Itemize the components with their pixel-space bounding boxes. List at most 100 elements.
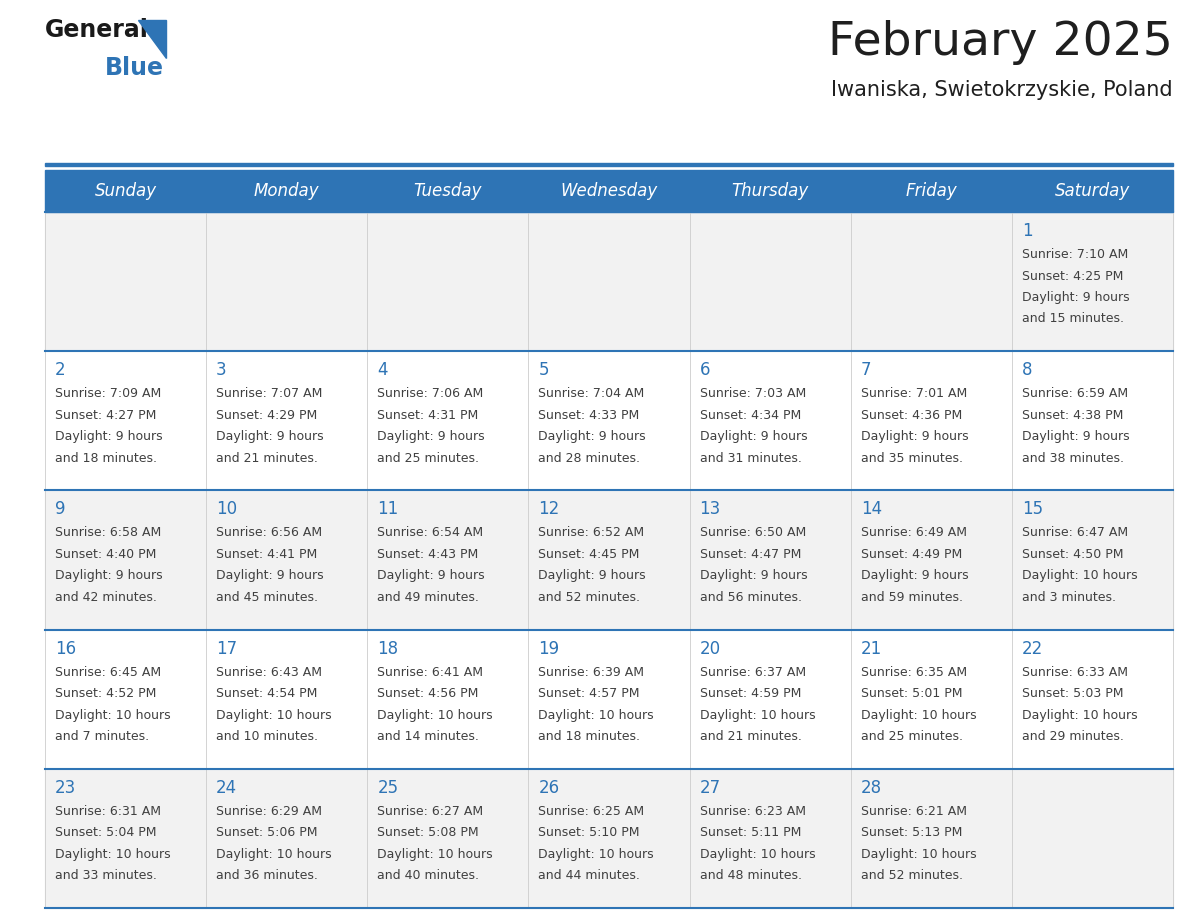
- Text: Daylight: 9 hours: Daylight: 9 hours: [861, 431, 968, 443]
- Text: Daylight: 9 hours: Daylight: 9 hours: [538, 431, 646, 443]
- Text: Daylight: 10 hours: Daylight: 10 hours: [861, 848, 977, 861]
- Text: Sunset: 4:27 PM: Sunset: 4:27 PM: [55, 409, 157, 421]
- Text: Daylight: 10 hours: Daylight: 10 hours: [55, 848, 171, 861]
- Text: Sunrise: 6:39 AM: Sunrise: 6:39 AM: [538, 666, 644, 678]
- Text: Sunset: 4:59 PM: Sunset: 4:59 PM: [700, 687, 801, 700]
- Text: Iwaniska, Swietokrzyskie, Poland: Iwaniska, Swietokrzyskie, Poland: [832, 80, 1173, 100]
- Text: and 18 minutes.: and 18 minutes.: [538, 730, 640, 743]
- Text: Sunrise: 7:06 AM: Sunrise: 7:06 AM: [378, 387, 484, 400]
- Text: Daylight: 9 hours: Daylight: 9 hours: [700, 431, 807, 443]
- Polygon shape: [138, 20, 166, 58]
- Text: and 56 minutes.: and 56 minutes.: [700, 591, 802, 604]
- Text: 16: 16: [55, 640, 76, 657]
- Text: Tuesday: Tuesday: [413, 182, 482, 200]
- Text: Wednesday: Wednesday: [561, 182, 658, 200]
- Text: and 35 minutes.: and 35 minutes.: [861, 452, 962, 465]
- Text: Sunset: 5:11 PM: Sunset: 5:11 PM: [700, 826, 801, 839]
- Text: and 31 minutes.: and 31 minutes.: [700, 452, 802, 465]
- Text: Sunset: 4:50 PM: Sunset: 4:50 PM: [1022, 548, 1124, 561]
- Text: Daylight: 9 hours: Daylight: 9 hours: [1022, 431, 1130, 443]
- Text: Sunset: 5:10 PM: Sunset: 5:10 PM: [538, 826, 640, 839]
- Text: and 28 minutes.: and 28 minutes.: [538, 452, 640, 465]
- Text: Sunrise: 6:27 AM: Sunrise: 6:27 AM: [378, 805, 484, 818]
- Text: Daylight: 9 hours: Daylight: 9 hours: [861, 569, 968, 582]
- Text: and 59 minutes.: and 59 minutes.: [861, 591, 962, 604]
- Text: 15: 15: [1022, 500, 1043, 519]
- Text: Sunset: 4:47 PM: Sunset: 4:47 PM: [700, 548, 801, 561]
- Text: Sunset: 4:57 PM: Sunset: 4:57 PM: [538, 687, 640, 700]
- Text: Sunset: 5:04 PM: Sunset: 5:04 PM: [55, 826, 157, 839]
- Text: Sunrise: 6:50 AM: Sunrise: 6:50 AM: [700, 526, 805, 540]
- Text: 14: 14: [861, 500, 881, 519]
- Text: February 2025: February 2025: [828, 20, 1173, 65]
- Text: and 49 minutes.: and 49 minutes.: [378, 591, 479, 604]
- Text: 19: 19: [538, 640, 560, 657]
- Bar: [45, 212, 1173, 352]
- Text: Daylight: 10 hours: Daylight: 10 hours: [538, 848, 655, 861]
- Text: 22: 22: [1022, 640, 1043, 657]
- Text: Sunrise: 6:59 AM: Sunrise: 6:59 AM: [1022, 387, 1127, 400]
- Text: Daylight: 10 hours: Daylight: 10 hours: [1022, 709, 1137, 722]
- Text: Sunrise: 7:01 AM: Sunrise: 7:01 AM: [861, 387, 967, 400]
- Text: and 25 minutes.: and 25 minutes.: [378, 452, 479, 465]
- Text: 8: 8: [1022, 361, 1032, 379]
- Text: and 7 minutes.: and 7 minutes.: [55, 730, 150, 743]
- Text: and 10 minutes.: and 10 minutes.: [216, 730, 318, 743]
- Text: and 14 minutes.: and 14 minutes.: [378, 730, 479, 743]
- Text: Daylight: 9 hours: Daylight: 9 hours: [1022, 291, 1130, 304]
- Text: Friday: Friday: [905, 182, 958, 200]
- Text: Daylight: 10 hours: Daylight: 10 hours: [378, 848, 493, 861]
- Text: 12: 12: [538, 500, 560, 519]
- Text: Daylight: 10 hours: Daylight: 10 hours: [216, 709, 331, 722]
- Text: Sunset: 4:34 PM: Sunset: 4:34 PM: [700, 409, 801, 421]
- Text: Daylight: 10 hours: Daylight: 10 hours: [1022, 569, 1137, 582]
- Text: and 38 minutes.: and 38 minutes.: [1022, 452, 1124, 465]
- Text: 13: 13: [700, 500, 721, 519]
- Text: Daylight: 9 hours: Daylight: 9 hours: [55, 569, 163, 582]
- Bar: [45, 490, 1173, 630]
- Text: and 44 minutes.: and 44 minutes.: [538, 869, 640, 882]
- Text: Sunset: 4:41 PM: Sunset: 4:41 PM: [216, 548, 317, 561]
- Text: 10: 10: [216, 500, 238, 519]
- Text: Sunrise: 7:10 AM: Sunrise: 7:10 AM: [1022, 248, 1129, 261]
- Text: and 3 minutes.: and 3 minutes.: [1022, 591, 1116, 604]
- Text: 18: 18: [378, 640, 398, 657]
- Text: and 33 minutes.: and 33 minutes.: [55, 869, 157, 882]
- Text: 27: 27: [700, 778, 721, 797]
- Text: Sunrise: 6:29 AM: Sunrise: 6:29 AM: [216, 805, 322, 818]
- Text: Sunset: 5:08 PM: Sunset: 5:08 PM: [378, 826, 479, 839]
- Text: Daylight: 9 hours: Daylight: 9 hours: [378, 431, 485, 443]
- Text: Daylight: 9 hours: Daylight: 9 hours: [538, 569, 646, 582]
- Text: Blue: Blue: [105, 56, 164, 80]
- Bar: [45, 162, 1173, 166]
- Text: Daylight: 10 hours: Daylight: 10 hours: [861, 709, 977, 722]
- Text: Sunset: 5:13 PM: Sunset: 5:13 PM: [861, 826, 962, 839]
- Text: 7: 7: [861, 361, 871, 379]
- Text: Sunset: 4:52 PM: Sunset: 4:52 PM: [55, 687, 157, 700]
- Text: Daylight: 9 hours: Daylight: 9 hours: [216, 569, 324, 582]
- Text: and 15 minutes.: and 15 minutes.: [1022, 312, 1124, 326]
- Text: Saturday: Saturday: [1055, 182, 1130, 200]
- Text: 4: 4: [378, 361, 387, 379]
- Text: Sunset: 5:06 PM: Sunset: 5:06 PM: [216, 826, 317, 839]
- Text: Sunrise: 6:58 AM: Sunrise: 6:58 AM: [55, 526, 162, 540]
- Text: 2: 2: [55, 361, 65, 379]
- Text: Sunrise: 6:21 AM: Sunrise: 6:21 AM: [861, 805, 967, 818]
- Text: and 18 minutes.: and 18 minutes.: [55, 452, 157, 465]
- Text: and 21 minutes.: and 21 minutes.: [700, 730, 802, 743]
- Text: Sunset: 4:43 PM: Sunset: 4:43 PM: [378, 548, 479, 561]
- Text: and 45 minutes.: and 45 minutes.: [216, 591, 318, 604]
- Text: Sunrise: 6:52 AM: Sunrise: 6:52 AM: [538, 526, 645, 540]
- Text: Daylight: 10 hours: Daylight: 10 hours: [700, 848, 815, 861]
- Text: Sunrise: 6:35 AM: Sunrise: 6:35 AM: [861, 666, 967, 678]
- Text: Sunset: 4:56 PM: Sunset: 4:56 PM: [378, 687, 479, 700]
- Bar: [45, 768, 1173, 908]
- Text: Sunrise: 6:25 AM: Sunrise: 6:25 AM: [538, 805, 645, 818]
- Text: Thursday: Thursday: [732, 182, 809, 200]
- Text: and 52 minutes.: and 52 minutes.: [538, 591, 640, 604]
- Text: Sunrise: 6:47 AM: Sunrise: 6:47 AM: [1022, 526, 1127, 540]
- Text: 3: 3: [216, 361, 227, 379]
- Text: Daylight: 9 hours: Daylight: 9 hours: [378, 569, 485, 582]
- Text: Sunset: 4:36 PM: Sunset: 4:36 PM: [861, 409, 962, 421]
- Text: Sunset: 4:45 PM: Sunset: 4:45 PM: [538, 548, 640, 561]
